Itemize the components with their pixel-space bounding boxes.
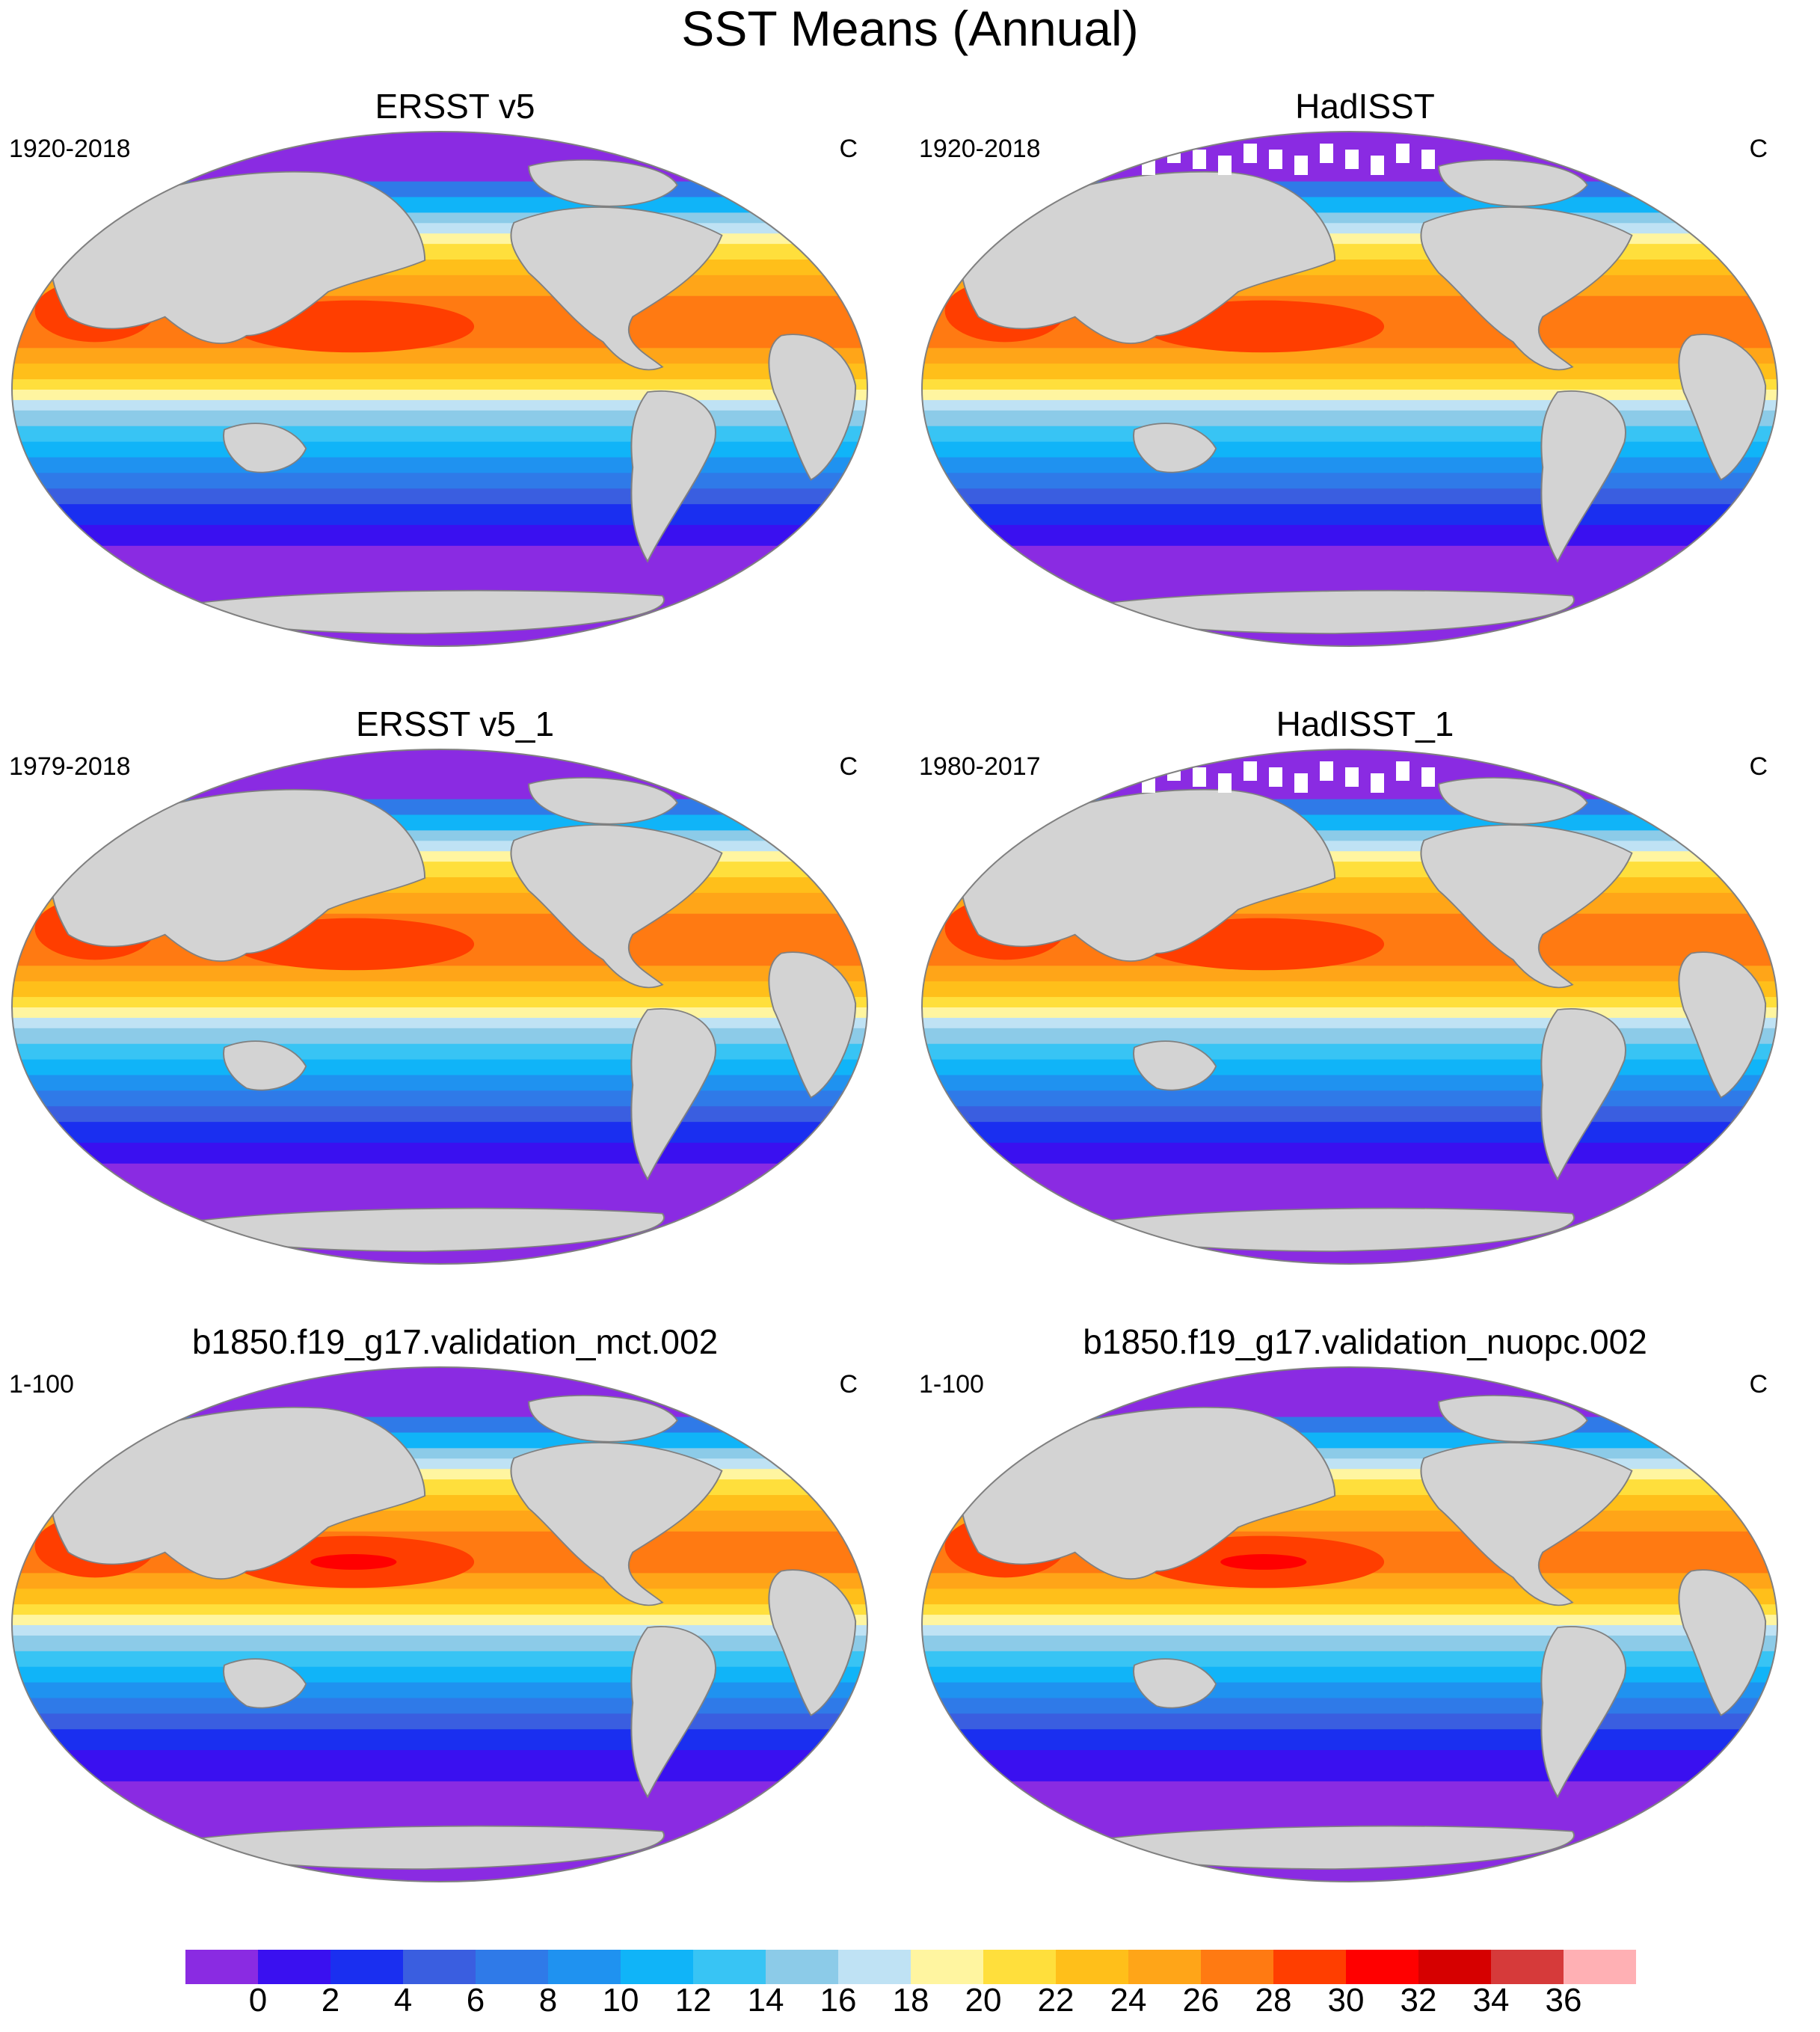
colorbar-tick-label: 22 (1037, 1982, 1075, 2019)
colorbar-tick-label: 36 (1545, 1982, 1582, 2019)
colorbar-tick-label: 12 (674, 1982, 712, 2019)
colorbar-swatch (621, 1950, 694, 1984)
colorbar-tick-label: 20 (965, 1982, 1002, 2019)
landmasses (959, 777, 1767, 1252)
sst-map (921, 1366, 1778, 1882)
panel-title: ERSST v5 (375, 87, 535, 126)
colorbar-swatch (258, 1950, 331, 1984)
panel-period: 1-100 (9, 1370, 74, 1399)
colorbar-tick-label: 28 (1255, 1982, 1292, 2019)
colorbar (185, 1950, 1636, 1984)
colorbar-swatch (766, 1950, 839, 1984)
colorbar-tick-label: 2 (321, 1982, 340, 2019)
landmasses (49, 777, 857, 1252)
colorbar-tick-label: 26 (1182, 1982, 1220, 2019)
panel-units: C (1749, 752, 1768, 781)
colorbar-swatch (1346, 1950, 1419, 1984)
map-frame (11, 1366, 868, 1882)
map-panel: ERSST v5_1 1979-2018 C (0, 618, 910, 1265)
landmasses (959, 159, 1767, 634)
colorbar-tick-label: 0 (248, 1982, 268, 2019)
map-frame (11, 749, 868, 1265)
sst-map (921, 749, 1778, 1265)
colorbar-tick-label: 16 (820, 1982, 857, 2019)
landmasses (49, 159, 857, 634)
colorbar-swatch (1491, 1950, 1564, 1984)
colorbar-swatch (331, 1950, 404, 1984)
panel-title: ERSST v5_1 (355, 705, 555, 743)
figure-title: SST Means (Annual) (681, 1, 1139, 56)
colorbar-tick-label: 14 (747, 1982, 784, 2019)
map-frame (11, 131, 868, 647)
colorbar-labels: 0 2 4 6 8 10 12 14 16 18 20 22 24 26 28 30 32 34 36 (0, 1982, 1820, 2027)
panel-period: 1979-2018 (9, 752, 131, 781)
colorbar-tick-label: 8 (538, 1982, 558, 2019)
colorbar-swatch (693, 1950, 766, 1984)
panel-period: 1920-2018 (9, 135, 131, 163)
colorbar-swatch (1128, 1950, 1202, 1984)
sst-map (921, 131, 1778, 647)
panel-units: C (839, 135, 858, 163)
panel-units: C (839, 1370, 858, 1399)
panel-period: 1-100 (919, 1370, 984, 1399)
colorbar-tick-label: 24 (1110, 1982, 1147, 2019)
colorbar-tick-label: 30 (1327, 1982, 1365, 2019)
colorbar-swatch (1564, 1950, 1636, 1984)
colorbar-swatch (1418, 1950, 1492, 1984)
colorbar-swatch (403, 1950, 476, 1984)
colorbar-swatch (548, 1950, 621, 1984)
map-panel: b1850.f19_g17.validation_nuopc.002 1-100 C (910, 1236, 1820, 1882)
panel-units: C (839, 752, 858, 781)
panel-title: HadISST (1295, 87, 1435, 126)
map-panel: ERSST v5 1920-2018 C (0, 0, 910, 647)
colorbar-swatch (983, 1950, 1057, 1984)
sst-map (11, 749, 868, 1265)
panel-period: 1920-2018 (919, 135, 1041, 163)
colorbar-swatch (1056, 1950, 1129, 1984)
colorbar-tick-label: 32 (1400, 1982, 1437, 2019)
panel-units: C (1749, 1370, 1768, 1399)
colorbar-tick-label: 34 (1472, 1982, 1510, 2019)
map-panel: b1850.f19_g17.validation_mct.002 1-100 C (0, 1236, 910, 1882)
panel-title: HadISST_1 (1276, 705, 1454, 743)
colorbar-swatch (476, 1950, 549, 1984)
colorbar-tick-label: 4 (393, 1982, 413, 2019)
sst-map (11, 131, 868, 647)
sst-map (11, 1366, 868, 1882)
map-panel: HadISST_1 1980-2017 C (910, 618, 1820, 1265)
panel-title: b1850.f19_g17.validation_mct.002 (191, 1322, 719, 1361)
panel-units: C (1749, 135, 1768, 163)
colorbar-swatch (1273, 1950, 1347, 1984)
colorbar-swatch (1201, 1950, 1274, 1984)
panel-period: 1980-2017 (919, 752, 1041, 781)
map-frame (921, 1366, 1778, 1882)
landmasses (49, 1395, 857, 1870)
colorbar-swatch (185, 1950, 259, 1984)
colorbar-swatch (911, 1950, 984, 1984)
map-frame (921, 749, 1778, 1265)
colorbar-tick-label: 18 (892, 1982, 929, 2019)
colorbar-swatch (838, 1950, 911, 1984)
colorbar-tick-label: 10 (602, 1982, 639, 2019)
colorbar-tick-label: 6 (466, 1982, 485, 2019)
map-frame (921, 131, 1778, 647)
landmasses (959, 1395, 1767, 1870)
panel-title: b1850.f19_g17.validation_nuopc.002 (1083, 1322, 1647, 1361)
map-panel: HadISST 1920-2018 C (910, 0, 1820, 647)
